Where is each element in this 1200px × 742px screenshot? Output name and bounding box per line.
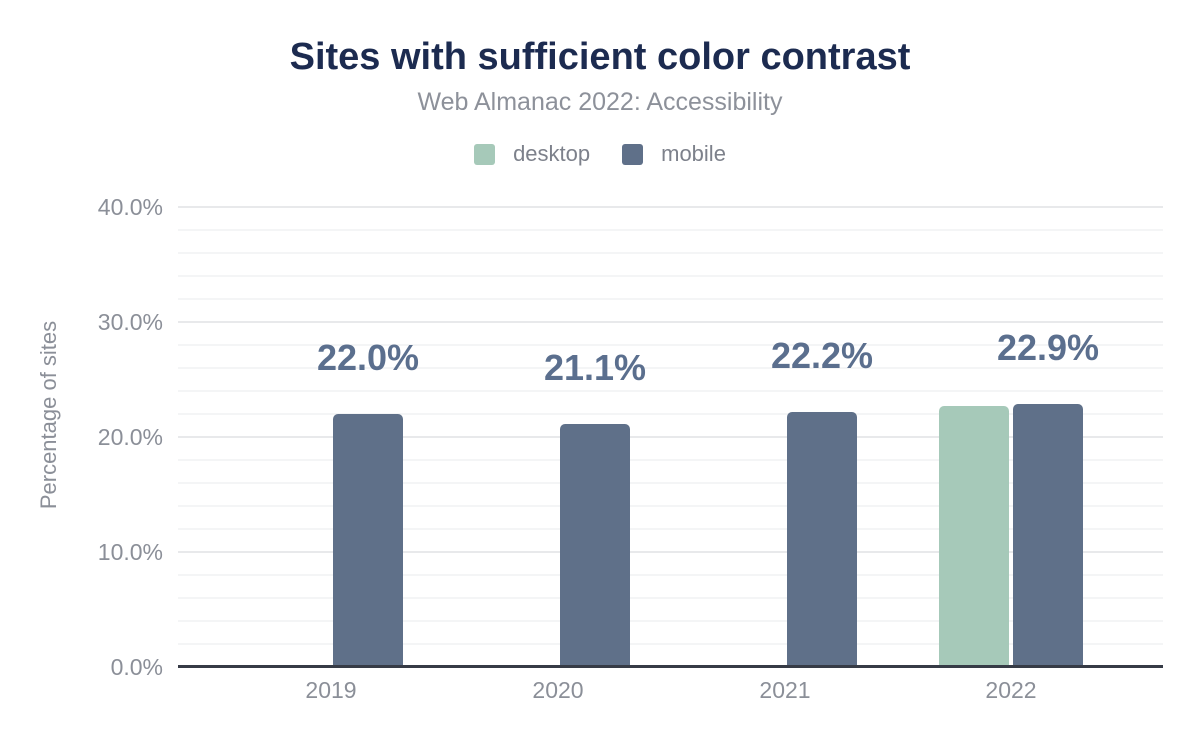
y-tick-label-30.0%: 30.0% bbox=[97, 309, 163, 335]
y-axis-title: Percentage of sites bbox=[36, 320, 61, 510]
gridline-major bbox=[178, 206, 1163, 208]
legend-swatch-desktop-icon bbox=[474, 143, 496, 165]
gridline-major bbox=[178, 321, 1163, 323]
y-tick-label-40.0%: 40.0% bbox=[97, 194, 163, 220]
gridline-minor bbox=[178, 229, 1163, 231]
plot-area: 22.0% 21.1% 22.2% 22.9% bbox=[178, 190, 1163, 668]
gridline-minor bbox=[178, 643, 1163, 645]
x-tick-label-2019: 2019 bbox=[305, 677, 357, 703]
chart-subtitle: Web Almanac 2022: Accessibility bbox=[417, 88, 783, 116]
data-label-2020: 21.1% bbox=[543, 347, 647, 389]
gridline-major bbox=[178, 551, 1163, 553]
legend-label-mobile: mobile bbox=[661, 141, 726, 166]
legend-item-desktop: desktop bbox=[474, 142, 590, 166]
x-tick-label-2020: 2020 bbox=[532, 677, 584, 703]
gridline-minor bbox=[178, 413, 1163, 415]
gridline-major bbox=[178, 436, 1163, 438]
legend: desktop mobile bbox=[0, 142, 1200, 166]
legend-item-mobile: mobile bbox=[622, 142, 726, 166]
data-label-2019: 22.0% bbox=[316, 337, 420, 378]
gridline-minor bbox=[178, 528, 1163, 530]
bar-mobile-2020[interactable] bbox=[560, 424, 630, 667]
gridline-minor bbox=[178, 482, 1163, 484]
gridline-minor bbox=[178, 597, 1163, 599]
y-tick-label-0.0%: 0.0% bbox=[110, 654, 163, 680]
gridline-minor bbox=[178, 459, 1163, 461]
x-axis-line bbox=[178, 665, 1163, 668]
gridline-minor bbox=[178, 574, 1163, 576]
x-tick-label-2021: 2021 bbox=[759, 677, 811, 703]
gridline-minor bbox=[178, 367, 1163, 369]
bar-mobile-2021[interactable] bbox=[787, 411, 857, 667]
y-tick-label-10.0%: 10.0% bbox=[97, 539, 163, 565]
gridline-minor bbox=[178, 505, 1163, 507]
data-label-2021: 22.2% bbox=[770, 334, 874, 376]
chart-title: Sites with sufficient color contrast bbox=[289, 36, 911, 78]
bar-mobile-2019[interactable] bbox=[333, 414, 403, 667]
gridline-minor bbox=[178, 390, 1163, 392]
gridline-minor bbox=[178, 252, 1163, 254]
gridline-minor bbox=[178, 344, 1163, 346]
gridline-minor bbox=[178, 275, 1163, 277]
legend-label-desktop: desktop bbox=[513, 141, 591, 166]
bar-desktop-2022[interactable] bbox=[939, 405, 1009, 667]
legend-swatch-mobile-icon bbox=[622, 143, 644, 165]
x-tick-label-2022: 2022 bbox=[985, 677, 1037, 703]
bar-mobile-2022[interactable] bbox=[1013, 403, 1083, 667]
data-label-2022: 22.9% bbox=[996, 326, 1100, 368]
gridline-minor bbox=[178, 298, 1163, 300]
y-tick-label-20.0%: 20.0% bbox=[97, 424, 163, 450]
gridline-minor bbox=[178, 620, 1163, 622]
